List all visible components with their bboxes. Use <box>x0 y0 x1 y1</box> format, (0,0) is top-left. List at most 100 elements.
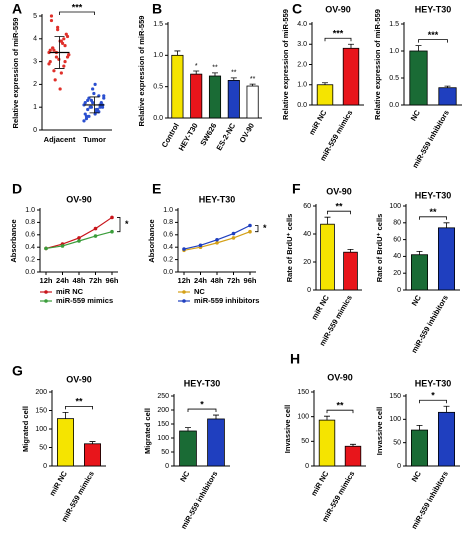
legend-label: miR-559 mimics <box>56 296 113 305</box>
error-bar <box>230 77 237 81</box>
y-tick-label: 0.4 <box>25 244 35 251</box>
chart-title: HEY-T30 <box>415 4 452 14</box>
x-tick-label: 48h <box>211 276 224 285</box>
error-bar <box>348 43 354 49</box>
significance-bracket <box>187 408 217 413</box>
point <box>48 48 52 52</box>
panel-label: H <box>290 351 300 367</box>
x-tick-label: miR NC <box>307 108 329 136</box>
x-tick-label: SW626 <box>198 121 218 147</box>
bar <box>342 47 360 106</box>
y-tick-label: 3 <box>33 58 37 65</box>
x-tick-label: 96h <box>106 276 119 285</box>
y-tick-label: 0.2 <box>163 256 173 263</box>
y-tick-label: 0.2 <box>25 256 35 263</box>
bar <box>409 50 428 106</box>
point <box>56 28 60 32</box>
chart-title: OV-90 <box>325 4 351 14</box>
y-tick-label: 0.8 <box>163 219 173 226</box>
bar <box>246 85 259 119</box>
point <box>83 101 87 105</box>
marker <box>77 239 81 243</box>
bar <box>179 430 197 467</box>
bar <box>320 223 335 291</box>
point <box>49 18 54 23</box>
y-tick-label: 200 <box>157 407 169 414</box>
panel-label: A <box>12 1 22 17</box>
significance-label: ** <box>335 202 343 212</box>
bar <box>410 254 428 291</box>
panel-label: E <box>152 181 161 197</box>
y-axis-label: Migrated cell <box>143 408 152 454</box>
significance-bracket <box>419 216 447 220</box>
y-tick-label: 0.0 <box>389 102 399 109</box>
error-bar <box>347 249 354 253</box>
x-tick-label: miR NC <box>309 469 331 497</box>
x-tick-label: 12h <box>40 276 53 285</box>
y-tick-label: 100 <box>297 414 309 421</box>
point <box>63 60 67 64</box>
point <box>91 101 95 105</box>
point <box>82 119 86 123</box>
error-bar <box>443 405 450 413</box>
y-tick-label: 1.0 <box>389 48 399 55</box>
y-tick-label: 4.0 <box>297 21 307 28</box>
y-axis-label: Invassive cell <box>375 407 384 455</box>
x-tick-label: NC <box>178 469 192 483</box>
point <box>91 87 95 91</box>
legend-marker <box>44 299 48 303</box>
point <box>56 25 60 29</box>
significance-label: ** <box>336 401 344 411</box>
point <box>49 14 54 18</box>
marker <box>110 215 114 220</box>
bar <box>344 445 362 467</box>
line <box>183 224 251 250</box>
marker <box>110 229 114 234</box>
point <box>52 69 56 73</box>
chart-title: OV-90 <box>327 372 353 382</box>
point <box>51 46 55 50</box>
bar <box>57 418 75 467</box>
marker <box>77 236 81 240</box>
marker <box>248 223 252 228</box>
y-axis-label: Relative expression of miR-559 <box>373 9 382 120</box>
y-tick-label: 150 <box>157 421 169 428</box>
point <box>87 114 91 118</box>
error-bar <box>193 70 200 75</box>
y-tick-label: 0 <box>43 463 47 470</box>
point <box>84 114 89 118</box>
y-tick-label: 0.5 <box>389 75 399 82</box>
error-bar <box>185 427 191 431</box>
point <box>94 107 98 112</box>
significance-bracket <box>117 217 121 233</box>
legend-marker <box>182 290 186 294</box>
marker <box>231 231 236 236</box>
significance-bracket <box>419 399 447 404</box>
y-tick-label: 40 <box>393 253 401 260</box>
bar <box>438 87 457 106</box>
y-axis-label: Migrated cell <box>21 406 30 452</box>
legend-marker <box>182 299 186 303</box>
point <box>64 32 68 36</box>
bar <box>318 419 336 467</box>
significance-bracket <box>59 11 95 15</box>
x-tick-label: 72h <box>227 276 240 285</box>
legend-label: miR NC <box>56 287 84 296</box>
chart-title: OV-90 <box>326 186 352 196</box>
y-tick-label: 100 <box>389 203 401 210</box>
y-tick-label: 50 <box>39 444 47 451</box>
point <box>59 39 63 43</box>
y-tick-label: 2.0 <box>297 61 307 68</box>
bar <box>343 251 358 291</box>
y-tick-label: 80 <box>393 220 401 227</box>
significance-bracket <box>324 37 352 42</box>
y-tick-label: 200 <box>35 389 47 396</box>
panel-label: D <box>12 181 22 197</box>
x-tick-label: 24h <box>56 276 69 285</box>
point <box>62 37 66 41</box>
y-tick-label: 50 <box>393 440 401 447</box>
y-tick-label: 0.6 <box>25 232 35 239</box>
chart-title: HEY-T30 <box>199 194 236 204</box>
panel-label: C <box>292 1 302 17</box>
